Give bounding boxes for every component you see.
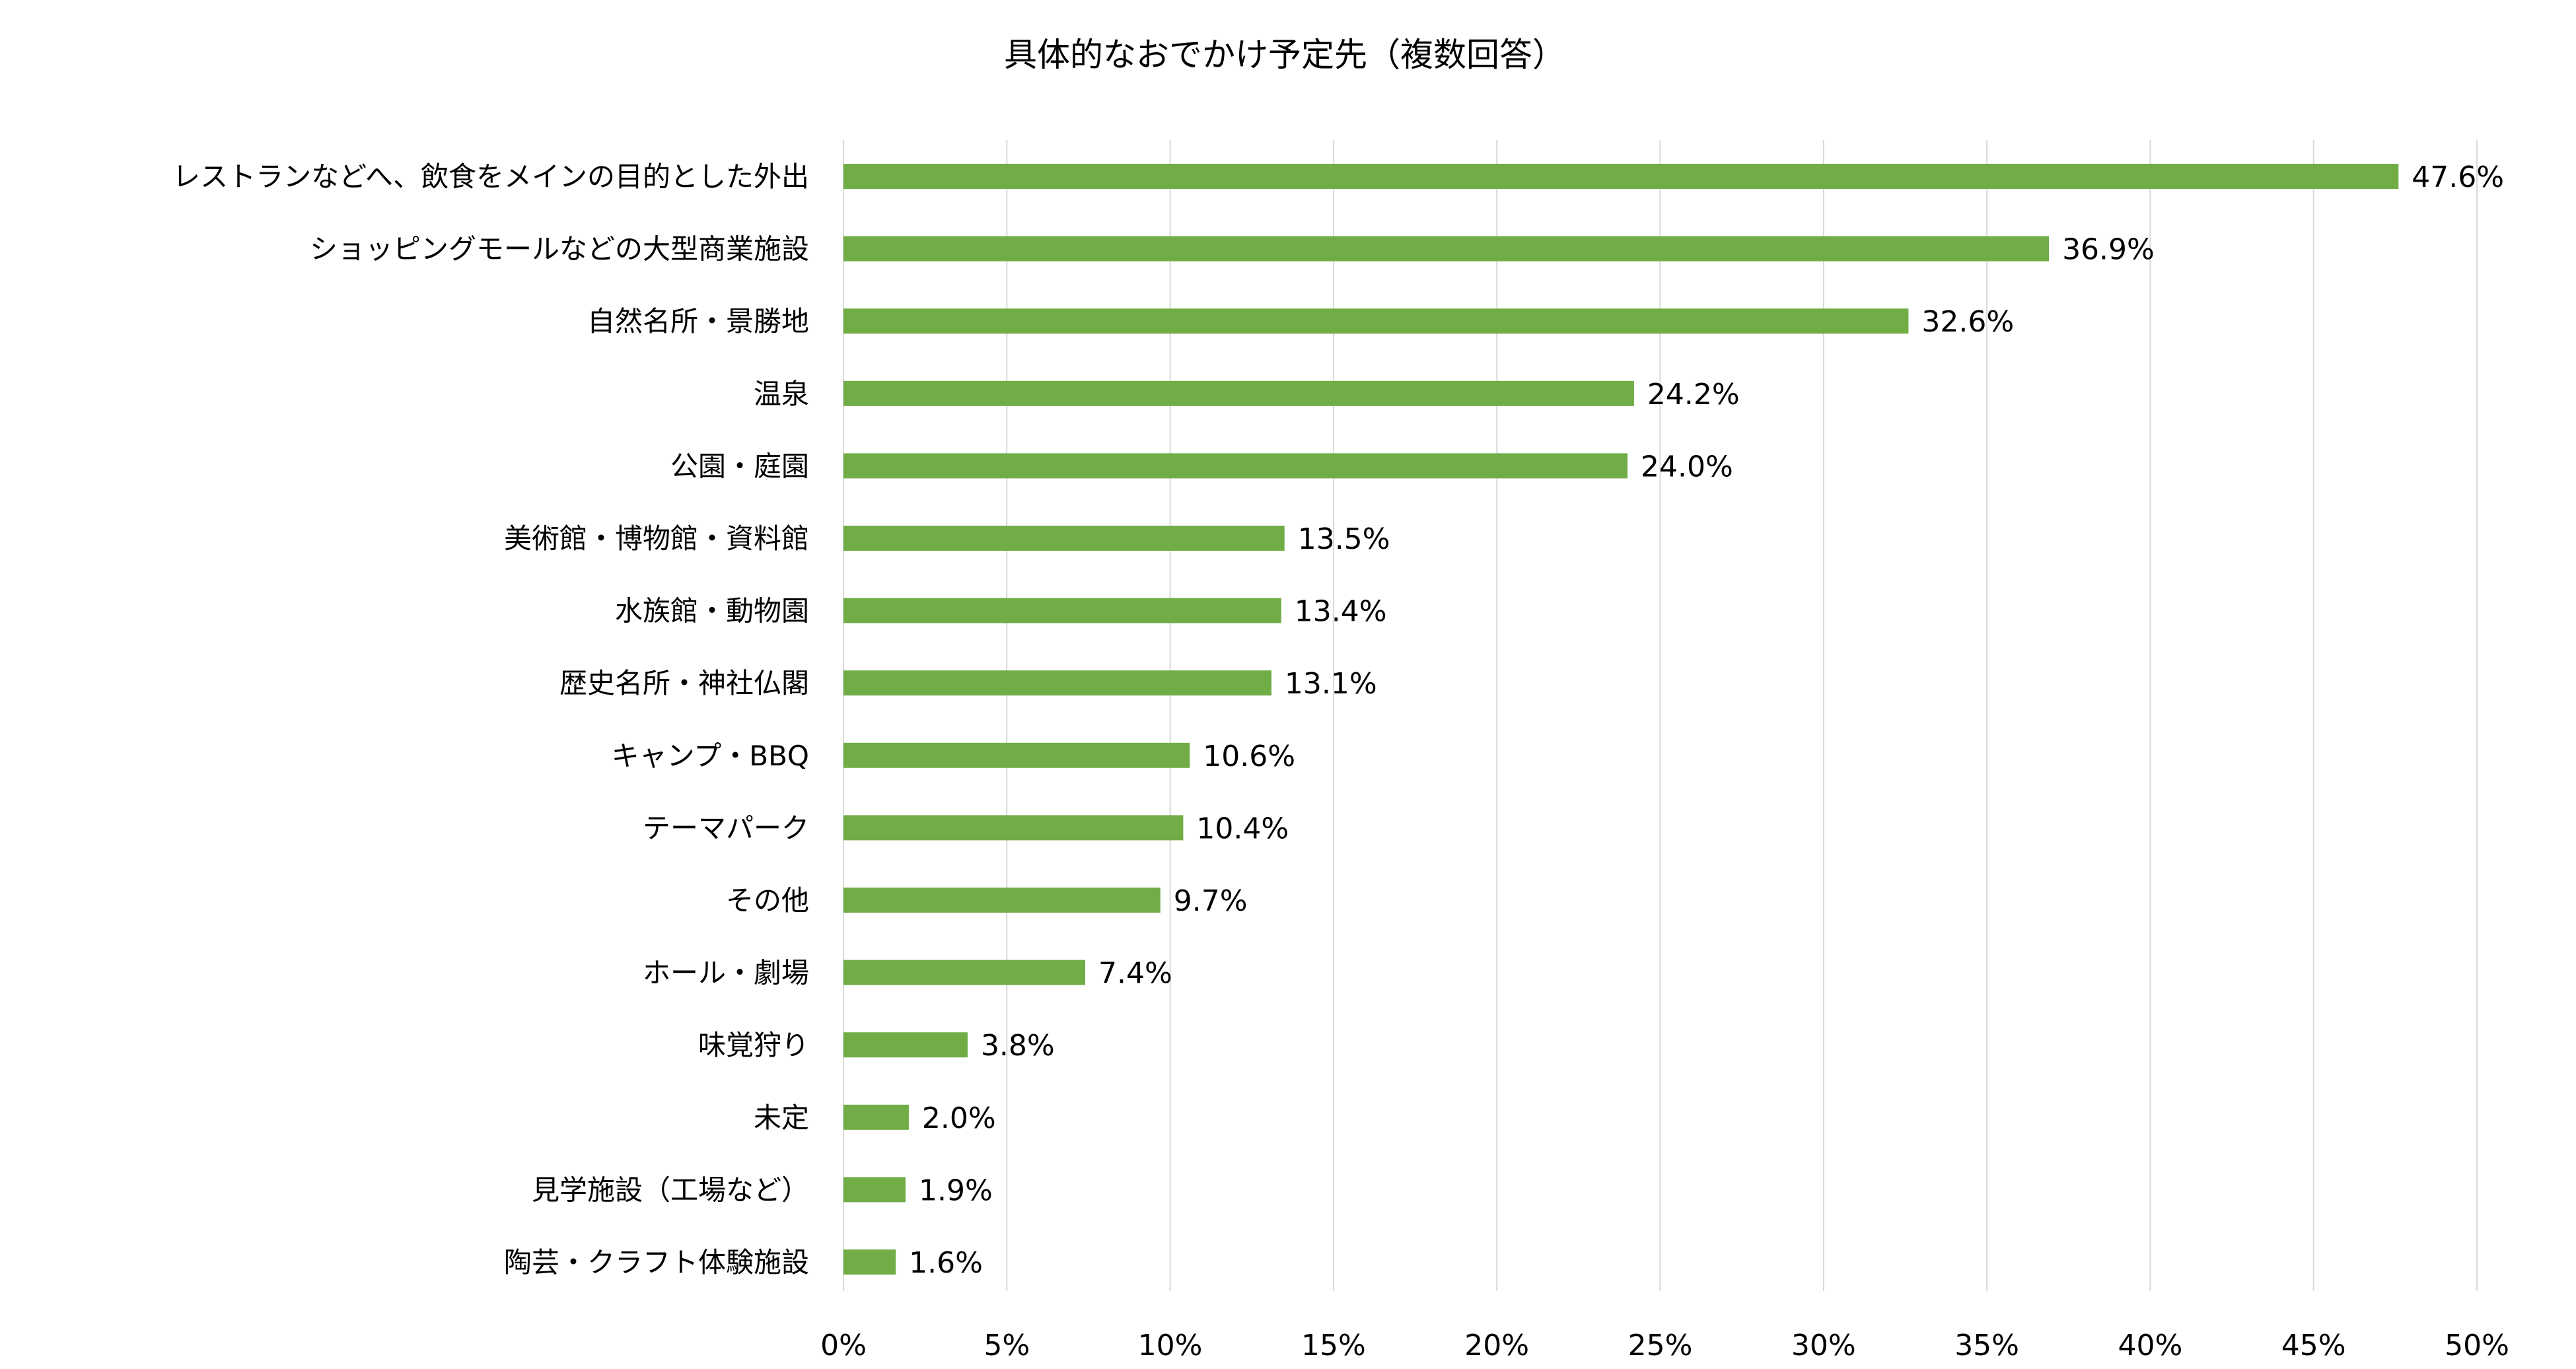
category-label: テーマパーク [643,812,809,844]
category-label: 未定 [754,1102,809,1134]
category-label: キャンプ・BBQ [612,740,809,772]
x-tick-label: 25% [1628,1329,1693,1362]
bar [843,888,1161,913]
value-label: 24.0% [1641,450,1733,483]
value-label: 10.4% [1196,812,1289,845]
category-label: その他 [726,884,809,917]
category-label: ショッピングモールなどの大型商業施設 [310,233,809,265]
x-axis-ticks: 0% 5% 10% 15% 20% 25% 30% 35% 40% 45% 50% [820,1329,2509,1362]
value-label: 13.4% [1295,595,1387,629]
bar [843,453,1628,479]
bar [843,1177,906,1203]
value-label: 1.6% [909,1246,983,1280]
bar [843,164,2399,189]
value-label: 9.7% [1174,884,1248,918]
value-label: 1.9% [919,1174,993,1207]
value-label: 32.6% [1921,305,2014,339]
category-label: ホール・劇場 [643,957,809,989]
bar [843,380,1634,406]
x-tick-label: 0% [820,1329,867,1362]
value-label: 7.4% [1098,957,1172,991]
chart-title: 具体的なおでかけ予定先（複数回答） [1004,36,1565,74]
category-label: 美術館・博物館・資料館 [504,522,809,555]
x-tick-label: 20% [1464,1329,1529,1362]
value-label: 24.2% [1647,378,1740,411]
value-label: 13.5% [1298,522,1390,556]
value-label: 2.0% [922,1102,996,1135]
x-tick-label: 10% [1138,1329,1203,1362]
bar [843,670,1271,696]
x-tick-label: 50% [2445,1329,2509,1362]
category-label: 見学施設（工場など） [532,1174,809,1206]
category-label: 温泉 [754,378,809,410]
category-label: レストランなどへ、飲食をメインの目的とした外出 [172,160,809,193]
bar [843,742,1190,768]
value-label: 13.1% [1285,667,1377,701]
category-label: 味覚狩り [698,1029,809,1061]
category-label: 陶芸・クラフト体験施設 [504,1246,809,1279]
bar [843,1249,896,1275]
category-label: 水族館・動物園 [615,595,809,627]
bars [843,164,2399,1275]
x-tick-label: 15% [1301,1329,1366,1362]
category-label: 公園・庭園 [670,450,809,482]
value-label: 3.8% [981,1029,1055,1063]
value-label: 47.6% [2412,160,2504,194]
category-label: 自然名所・景勝地 [587,305,809,337]
x-tick-label: 5% [984,1329,1030,1362]
x-tick-label: 45% [2281,1329,2346,1362]
value-label: 36.9% [2062,233,2155,267]
bar [843,526,1285,551]
value-labels: 47.6% 36.9% 32.6% 24.2% 24.0% 13.5% 13.4% 13.1%… [909,160,2504,1280]
bar [843,308,1909,334]
x-tick-label: 30% [1791,1329,1856,1362]
bar [843,1032,968,1058]
x-tick-label: 35% [1954,1329,2019,1362]
bar [843,960,1086,985]
bar [843,236,2050,262]
value-label: 10.6% [1203,740,1295,773]
bar [843,1104,909,1130]
bar [843,598,1281,623]
category-label: 歴史名所・神社仏閣 [559,667,809,699]
category-labels: レストランなどへ、飲食をメインの目的とした外出ショッピングモールなどの大型商業施… [172,160,809,1279]
bar [843,815,1184,841]
x-tick-label: 40% [2118,1329,2183,1362]
